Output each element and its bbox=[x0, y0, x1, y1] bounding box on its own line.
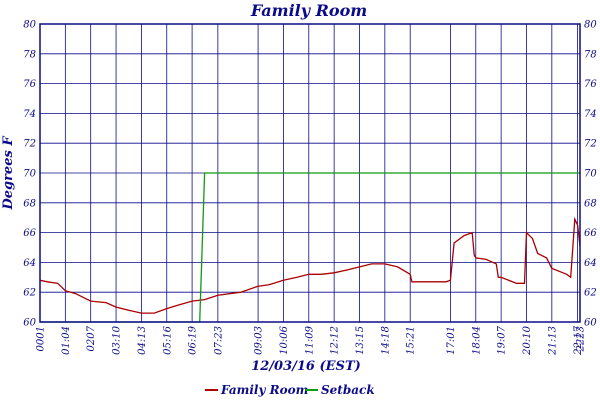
series-line-setback bbox=[40, 172, 580, 323]
y-tick-label-left: 80 bbox=[23, 20, 36, 31]
x-tick-label: 18:04 bbox=[471, 326, 482, 355]
y-tick-label-right: 72 bbox=[584, 139, 597, 150]
x-tick-label: 0001 bbox=[36, 326, 47, 351]
x-tick-label: 04:13 bbox=[137, 326, 148, 355]
y-tick-label-right: 76 bbox=[584, 79, 597, 90]
x-tick-label: 11:09 bbox=[304, 325, 315, 354]
y-tick-label-right: 74 bbox=[584, 109, 597, 120]
y-tick-label-left: 60 bbox=[23, 318, 36, 329]
y-tick-label-right: 64 bbox=[584, 258, 597, 269]
x-tick-label: 06:19 bbox=[188, 325, 199, 354]
legend-label-family-room: Family Room bbox=[220, 383, 308, 397]
y-tick-label-left: 72 bbox=[23, 139, 36, 150]
x-tick-label: 2223 bbox=[576, 326, 587, 352]
y-tick-label-right: 68 bbox=[584, 198, 597, 209]
plot-frame bbox=[39, 23, 581, 323]
x-tick-label: 12:12 bbox=[330, 326, 341, 355]
series-line-family-room bbox=[39, 216, 581, 314]
x-tick-label: 10:06 bbox=[279, 325, 290, 354]
y-axis-label: Degrees F bbox=[1, 136, 16, 211]
y-tick-label-left: 64 bbox=[23, 258, 36, 269]
x-tick-label: 01:04 bbox=[61, 326, 72, 355]
x-axis: 0001 01:04 0207 03:10 04:13 05:16 06:19 07:23 09… bbox=[36, 325, 587, 355]
chart-title: Family Room bbox=[250, 1, 367, 20]
x-tick-label: 14:18 bbox=[380, 326, 391, 355]
y-tick-label-right: 60 bbox=[584, 318, 597, 329]
x-tick-label: 20:10 bbox=[522, 325, 533, 355]
series-layer bbox=[39, 172, 581, 323]
y-axis-left: 60 62 64 66 68 70 72 74 76 78 80 bbox=[23, 20, 36, 329]
y-tick-label-left: 62 bbox=[23, 288, 36, 299]
y-tick-label-left: 74 bbox=[23, 109, 36, 120]
legend: Family Room Setback bbox=[205, 383, 375, 397]
y-tick-label-left: 68 bbox=[23, 198, 36, 209]
x-tick-label: 19:07 bbox=[497, 325, 508, 354]
legend-label-setback: Setback bbox=[321, 383, 375, 397]
x-tick-label: 17:01 bbox=[446, 326, 457, 355]
x-tick-label: 07:23 bbox=[213, 326, 224, 355]
x-tick-label: 21:13 bbox=[547, 326, 558, 356]
y-tick-label-right: 78 bbox=[584, 49, 597, 60]
x-tick-label: 13:15 bbox=[355, 326, 366, 355]
y-tick-label-right: 70 bbox=[584, 169, 597, 180]
x-tick-label: 05:16 bbox=[162, 325, 173, 354]
y-tick-label-right: 80 bbox=[584, 20, 597, 31]
x-tick-label: 0207 bbox=[86, 325, 97, 351]
y-tick-label-left: 66 bbox=[23, 228, 36, 239]
x-tick-label: 15:21 bbox=[406, 326, 417, 355]
y-tick-label-right: 62 bbox=[584, 288, 597, 299]
x-tick-label: 22:17 bbox=[573, 325, 584, 355]
y-tick-label-left: 70 bbox=[23, 169, 36, 180]
y-tick-label-right: 66 bbox=[584, 228, 597, 239]
y-tick-label-left: 76 bbox=[23, 79, 36, 90]
x-axis-label: 12/03/16 (EST) bbox=[251, 359, 361, 374]
y-axis-right: 60 62 64 66 68 70 72 74 76 78 80 bbox=[584, 20, 597, 329]
y-tick-label-left: 78 bbox=[23, 49, 36, 60]
x-tick-label: 09:03 bbox=[254, 326, 265, 355]
x-tick-label: 03:10 bbox=[112, 325, 123, 354]
